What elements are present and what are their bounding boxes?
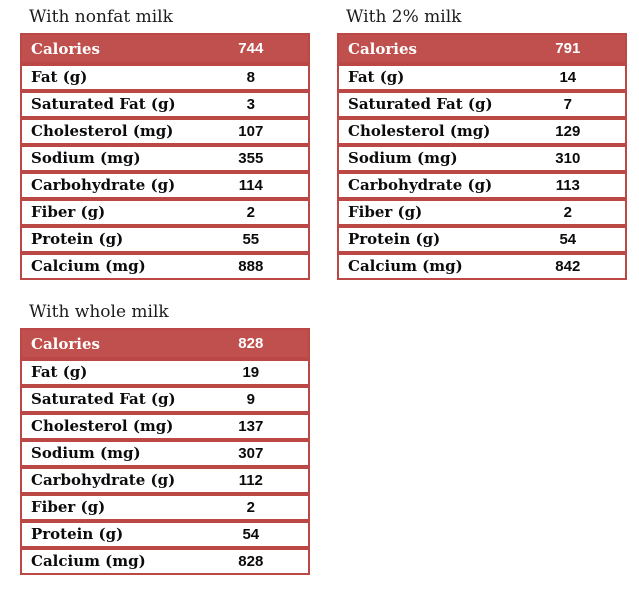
header-value: 791 — [510, 35, 625, 62]
nutrient-value: 828 — [193, 546, 308, 573]
nutrient-value: 9 — [193, 384, 308, 411]
table-row: Cholesterol (mg) 129 — [339, 116, 625, 143]
nutrient-value: 310 — [510, 143, 625, 170]
nutrient-label: Sodium (mg) — [22, 143, 194, 170]
nutrient-label: Carbohydrate (g) — [339, 170, 511, 197]
nutrient-value: 888 — [193, 251, 308, 278]
table-row: Carbohydrate (g) 112 — [22, 465, 308, 492]
nutrient-label: Protein (g) — [22, 519, 194, 546]
header-label: Calories — [22, 330, 194, 357]
nutrition-table-2-percent-milk: Calories 791 Fat (g) 14 Saturated Fat (g… — [337, 33, 627, 280]
table-row: Carbohydrate (g) 113 — [339, 170, 625, 197]
table-row: Protein (g) 54 — [22, 519, 308, 546]
nutrient-label: Fat (g) — [22, 62, 194, 89]
nutrient-value: 3 — [193, 89, 308, 116]
table-row: Saturated Fat (g) 7 — [339, 89, 625, 116]
nutrient-value: 14 — [510, 62, 625, 89]
table-title-nonfat-milk: With nonfat milk — [29, 7, 173, 27]
table-row: Calcium (mg) 888 — [22, 251, 308, 278]
nutrient-label: Calcium (mg) — [339, 251, 511, 278]
nutrient-label: Saturated Fat (g) — [339, 89, 511, 116]
table-row: Fiber (g) 2 — [22, 492, 308, 519]
table-row: Fat (g) 19 — [22, 357, 308, 384]
nutrient-value: 137 — [193, 411, 308, 438]
table-header-row: Calories 791 — [339, 35, 625, 62]
nutrient-label: Fiber (g) — [22, 492, 194, 519]
nutrient-label: Fat (g) — [22, 357, 194, 384]
nutrient-value: 8 — [193, 62, 308, 89]
nutrient-value: 842 — [510, 251, 625, 278]
table-row: Sodium (mg) 355 — [22, 143, 308, 170]
nutrient-label: Cholesterol (mg) — [339, 116, 511, 143]
table-row: Calcium (mg) 828 — [22, 546, 308, 573]
nutrient-label: Sodium (mg) — [22, 438, 194, 465]
nutrient-label: Carbohydrate (g) — [22, 170, 194, 197]
nutrient-value: 2 — [193, 197, 308, 224]
nutrient-value: 55 — [193, 224, 308, 251]
nutrient-label: Calcium (mg) — [22, 251, 194, 278]
table-row: Fiber (g) 2 — [339, 197, 625, 224]
nutrient-label: Fiber (g) — [22, 197, 194, 224]
nutrient-value: 19 — [193, 357, 308, 384]
table-row: Calcium (mg) 842 — [339, 251, 625, 278]
nutrient-label: Carbohydrate (g) — [22, 465, 194, 492]
table-row: Fat (g) 8 — [22, 62, 308, 89]
header-label: Calories — [339, 35, 511, 62]
table-row: Cholesterol (mg) 107 — [22, 116, 308, 143]
header-value: 744 — [193, 35, 308, 62]
nutrient-value: 114 — [193, 170, 308, 197]
nutrient-value: 307 — [193, 438, 308, 465]
nutrient-label: Cholesterol (mg) — [22, 116, 194, 143]
table-row: Carbohydrate (g) 114 — [22, 170, 308, 197]
nutrient-value: 112 — [193, 465, 308, 492]
nutrient-value: 107 — [193, 116, 308, 143]
nutrient-value: 129 — [510, 116, 625, 143]
table-title-2-percent-milk: With 2% milk — [346, 7, 462, 27]
nutrition-table-whole-milk: Calories 828 Fat (g) 19 Saturated Fat (g… — [20, 328, 310, 575]
nutrient-label: Calcium (mg) — [22, 546, 194, 573]
nutrient-value: 54 — [193, 519, 308, 546]
nutrient-value: 113 — [510, 170, 625, 197]
nutrient-label: Fat (g) — [339, 62, 511, 89]
nutrient-label: Protein (g) — [22, 224, 194, 251]
nutrient-label: Saturated Fat (g) — [22, 384, 194, 411]
nutrient-value: 2 — [510, 197, 625, 224]
table-row: Sodium (mg) 307 — [22, 438, 308, 465]
table-row: Saturated Fat (g) 9 — [22, 384, 308, 411]
nutrient-label: Protein (g) — [339, 224, 511, 251]
nutrient-value: 54 — [510, 224, 625, 251]
nutrient-label: Saturated Fat (g) — [22, 89, 194, 116]
nutrient-value: 7 — [510, 89, 625, 116]
table-title-whole-milk: With whole milk — [29, 302, 169, 322]
table-row: Saturated Fat (g) 3 — [22, 89, 308, 116]
nutrient-value: 355 — [193, 143, 308, 170]
header-label: Calories — [22, 35, 194, 62]
table-row: Fiber (g) 2 — [22, 197, 308, 224]
table-row: Protein (g) 55 — [22, 224, 308, 251]
table-row: Protein (g) 54 — [339, 224, 625, 251]
table-row: Cholesterol (mg) 137 — [22, 411, 308, 438]
header-value: 828 — [193, 330, 308, 357]
nutrient-label: Fiber (g) — [339, 197, 511, 224]
nutrient-label: Cholesterol (mg) — [22, 411, 194, 438]
nutrition-table-nonfat-milk: Calories 744 Fat (g) 8 Saturated Fat (g)… — [20, 33, 310, 280]
table-row: Fat (g) 14 — [339, 62, 625, 89]
table-header-row: Calories 744 — [22, 35, 308, 62]
nutrient-label: Sodium (mg) — [339, 143, 511, 170]
table-header-row: Calories 828 — [22, 330, 308, 357]
table-row: Sodium (mg) 310 — [339, 143, 625, 170]
nutrient-value: 2 — [193, 492, 308, 519]
